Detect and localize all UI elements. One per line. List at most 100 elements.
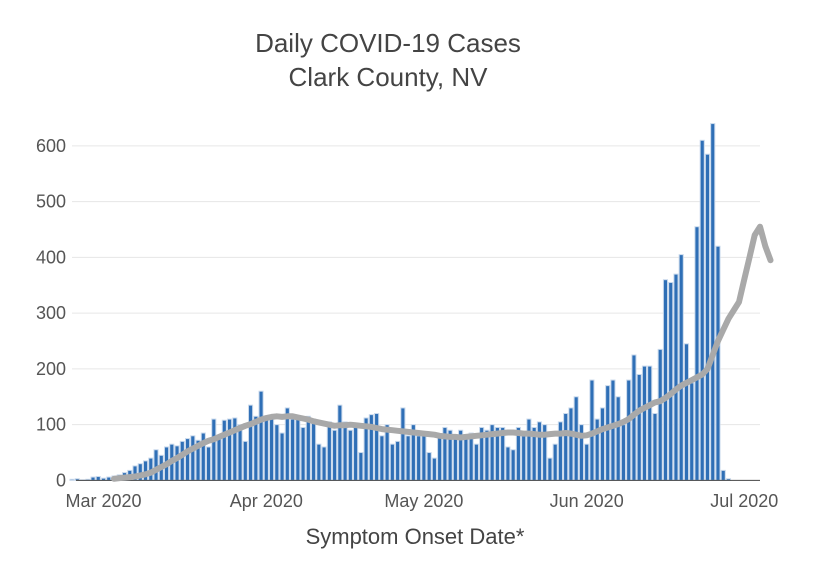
bar: [337, 404, 343, 481]
bar: [405, 435, 411, 481]
y-tick-label: 0: [56, 470, 66, 490]
bar: [704, 153, 711, 481]
bar: [258, 390, 264, 481]
y-tick-label: 600: [36, 136, 66, 156]
bar: [227, 418, 233, 481]
bar: [174, 445, 180, 481]
bar: [321, 446, 327, 481]
bar: [547, 457, 553, 481]
bar: [389, 443, 395, 481]
bar: [90, 476, 96, 481]
bar: [552, 443, 558, 481]
bar: [211, 418, 217, 481]
bar: [699, 139, 705, 481]
bar: [421, 432, 427, 481]
bar: [274, 424, 280, 481]
bar: [536, 421, 542, 481]
bar: [710, 123, 716, 481]
bar: [242, 440, 248, 481]
bar: [452, 435, 458, 481]
bar: [216, 435, 222, 481]
bar: [248, 404, 254, 481]
x-axis-title: Symptom Onset Date*: [306, 524, 525, 549]
bar: [683, 343, 690, 481]
x-tick-label: Mar 2020: [65, 491, 141, 511]
y-tick-label: 200: [36, 359, 66, 379]
y-tick-label: 100: [36, 415, 66, 435]
bar: [689, 382, 695, 481]
bar: [526, 418, 532, 481]
bar: [374, 413, 380, 481]
bar: [305, 415, 311, 481]
bar: [626, 379, 632, 481]
bar: [605, 385, 611, 481]
bar: [295, 415, 301, 481]
bar: [358, 452, 364, 481]
bar: [431, 457, 437, 481]
bar: [353, 426, 359, 481]
bar: [647, 365, 653, 481]
bar: [668, 281, 674, 481]
bar: [300, 426, 306, 481]
bar: [316, 443, 322, 481]
bar: [263, 417, 269, 481]
x-tick-label: May 2020: [384, 491, 463, 511]
bar: [620, 424, 626, 481]
bar: [106, 476, 112, 481]
bar: [237, 424, 243, 481]
bar: [395, 440, 401, 481]
bar: [269, 415, 275, 481]
bar: [563, 413, 569, 481]
bar: [694, 226, 700, 481]
bar: [510, 449, 516, 481]
bar: [599, 407, 605, 481]
moving-average-line: [111, 223, 774, 482]
bar: [615, 396, 621, 481]
bar: [715, 245, 721, 481]
bar: [206, 446, 212, 481]
bar: [468, 432, 474, 481]
bar: [400, 407, 406, 481]
bar: [521, 435, 527, 481]
x-tick-label: Apr 2020: [230, 491, 303, 511]
bar: [426, 452, 432, 481]
x-tick-label: Jul 2020: [710, 491, 778, 511]
bar: [673, 273, 679, 481]
bar: [69, 478, 75, 481]
y-tick-label: 400: [36, 247, 66, 267]
bar: [290, 418, 296, 481]
bar: [379, 435, 385, 481]
bar: [463, 435, 469, 481]
bar: [190, 435, 196, 481]
bar: [332, 429, 338, 481]
bar: [347, 429, 353, 481]
x-tick-label: Jun 2020: [550, 491, 624, 511]
daily-case-bars: [69, 123, 732, 481]
bar: [657, 348, 663, 481]
x-axis-ticks: Mar 2020 Apr 2020 May 2020 Jun 2020 Jul 2020: [65, 491, 778, 511]
chart-title-line-1: Daily COVID-19 Cases: [255, 28, 521, 58]
bar: [641, 365, 648, 481]
bar: [184, 438, 191, 481]
bar: [279, 432, 285, 481]
bar: [720, 469, 726, 481]
bar: [437, 435, 443, 481]
gridlines: [72, 145, 760, 426]
bar: [326, 421, 332, 481]
bar: [505, 446, 511, 481]
bar: [416, 435, 422, 481]
chart-title-line-2: Clark County, NV: [289, 62, 489, 92]
bar: [662, 279, 669, 481]
y-tick-label: 300: [36, 303, 66, 323]
bar: [584, 443, 590, 481]
y-tick-label: 500: [36, 192, 66, 212]
bar: [342, 421, 348, 481]
bar: [95, 476, 101, 481]
bar: [568, 407, 574, 481]
bar: [384, 424, 390, 481]
bar: [573, 396, 579, 481]
bar: [253, 415, 259, 481]
bar: [636, 373, 642, 481]
y-axis-ticks: 0 100 200 300 400 500 600: [36, 136, 66, 491]
